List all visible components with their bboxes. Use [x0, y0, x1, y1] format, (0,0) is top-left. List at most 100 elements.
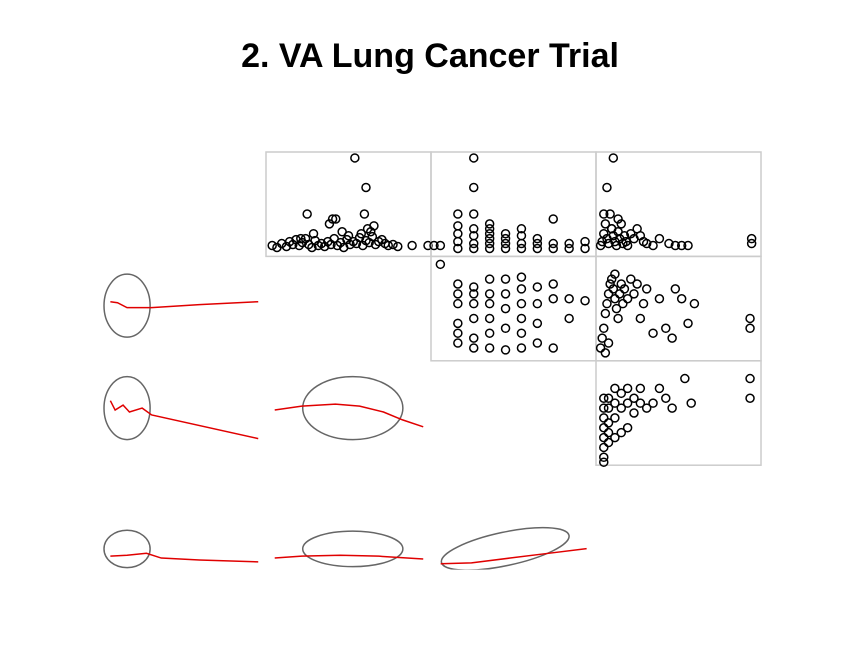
- smooth-line: [110, 552, 259, 563]
- panel: [103, 375, 259, 441]
- point: [469, 238, 479, 249]
- point: [469, 333, 479, 343]
- point: [689, 298, 700, 309]
- point: [453, 338, 463, 348]
- point: [619, 284, 630, 294]
- point: [638, 298, 649, 309]
- point: [484, 298, 495, 309]
- point: [484, 224, 495, 234]
- point: [350, 153, 360, 163]
- point: [484, 228, 495, 239]
- point: [516, 224, 527, 234]
- point: [484, 313, 495, 324]
- data-ellipse: [103, 375, 151, 441]
- point: [599, 209, 609, 219]
- point: [532, 243, 543, 254]
- panel: [103, 529, 259, 569]
- point: [469, 282, 479, 292]
- panel-frame: [430, 255, 597, 362]
- point: [516, 238, 527, 249]
- point: [661, 323, 671, 334]
- point: [629, 289, 639, 299]
- point: [407, 240, 417, 251]
- point: [500, 228, 511, 239]
- point: [641, 403, 652, 413]
- point: [453, 243, 463, 254]
- point: [629, 408, 639, 418]
- point: [453, 228, 463, 239]
- point: [610, 432, 620, 443]
- point: [603, 418, 614, 428]
- point: [635, 383, 646, 394]
- point: [676, 294, 687, 304]
- point: [435, 240, 446, 251]
- point: [664, 238, 674, 249]
- point: [484, 233, 495, 244]
- panel-frame: [595, 360, 762, 466]
- point: [500, 243, 511, 254]
- point: [616, 403, 627, 413]
- smooth-line: [274, 403, 424, 428]
- point: [603, 338, 614, 348]
- point: [516, 313, 527, 324]
- point: [611, 303, 622, 314]
- point: [383, 240, 393, 251]
- point: [367, 231, 378, 242]
- point: [680, 373, 690, 384]
- point: [745, 313, 755, 324]
- point: [602, 182, 612, 193]
- point: [745, 373, 755, 384]
- point: [331, 214, 341, 224]
- point: [469, 343, 479, 353]
- data-ellipse: [301, 530, 404, 568]
- point: [676, 240, 687, 251]
- point: [619, 230, 630, 241]
- point: [610, 294, 620, 304]
- point: [654, 294, 665, 304]
- point: [599, 457, 609, 467]
- point: [500, 289, 511, 299]
- data-ellipse: [103, 529, 151, 569]
- point: [500, 303, 511, 314]
- point: [622, 423, 633, 433]
- point: [599, 323, 609, 334]
- data-ellipse: [301, 375, 404, 441]
- point: [469, 209, 479, 219]
- point: [616, 388, 627, 399]
- point: [484, 238, 495, 249]
- point: [516, 243, 527, 254]
- point: [580, 236, 590, 247]
- point: [484, 289, 495, 299]
- point: [469, 182, 479, 193]
- point: [500, 323, 511, 334]
- point: [610, 269, 620, 279]
- point: [745, 393, 755, 403]
- point: [469, 230, 479, 241]
- point: [648, 240, 658, 251]
- point: [599, 432, 609, 443]
- point: [532, 318, 543, 329]
- point: [453, 328, 463, 338]
- point: [429, 240, 439, 251]
- point: [746, 233, 757, 244]
- point: [746, 238, 757, 249]
- point: [516, 230, 527, 241]
- point: [453, 209, 463, 219]
- point: [500, 238, 511, 249]
- point: [635, 313, 646, 324]
- point: [629, 393, 639, 403]
- point: [622, 240, 633, 251]
- point: [484, 219, 495, 229]
- point: [683, 318, 693, 329]
- point: [667, 403, 677, 413]
- point: [580, 243, 590, 254]
- data-ellipse: [103, 273, 151, 338]
- point: [610, 413, 620, 423]
- point: [516, 298, 527, 309]
- point: [622, 383, 633, 394]
- point: [361, 182, 371, 193]
- point: [469, 243, 479, 254]
- point: [622, 294, 633, 304]
- point: [435, 259, 446, 270]
